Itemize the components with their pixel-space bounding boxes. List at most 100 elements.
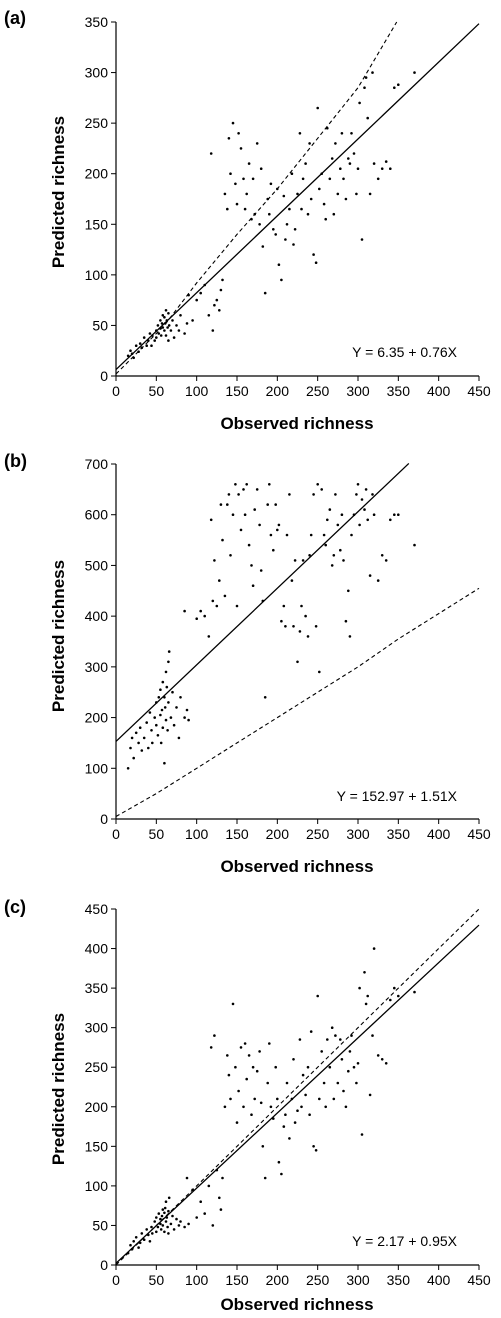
panel-a-data-point	[316, 106, 320, 110]
panel-a-data-point	[282, 194, 286, 198]
panel-a-data-point	[221, 278, 224, 282]
panel-b-data-point	[312, 493, 315, 496]
panel-b-data-point	[155, 723, 158, 727]
panel-b-data-point	[285, 533, 289, 537]
panel-c-data-point	[219, 1208, 223, 1211]
panel-b-data-point	[215, 604, 219, 608]
panel-c-data-point	[231, 1002, 235, 1006]
panel-b-data-point	[226, 503, 229, 506]
panel-a-data-point	[292, 243, 295, 246]
panel-c-data-point	[250, 1113, 253, 1116]
panel-c-data-point	[282, 1125, 286, 1128]
panel-b-data-point	[272, 548, 275, 552]
panel-b-data-point	[308, 554, 311, 557]
panel-a-data-point	[161, 314, 165, 317]
panel-a-data-point	[167, 339, 170, 342]
panel-b-data-point	[268, 483, 271, 486]
panel-c-data-point	[368, 1093, 372, 1097]
panel-a-data-point	[245, 192, 248, 196]
panel-b-data-point	[318, 670, 321, 674]
panel-b-data-point	[140, 749, 144, 752]
panel-c-y-tick-label: 150	[85, 1138, 109, 1154]
panel-a-data-point	[129, 349, 132, 353]
panel-a-data-point	[179, 314, 182, 317]
panel-a-data-point	[266, 197, 270, 201]
panel-c-y-tick-label: 100	[85, 1178, 109, 1194]
panel-c-y-axis-title: Predicted richness	[49, 1013, 68, 1165]
panel-c-x-tick-label: 300	[346, 1272, 370, 1288]
panel-a-data-point	[211, 329, 215, 332]
panel-c-reference-line	[115, 908, 480, 1266]
panel-a-data-point	[334, 142, 337, 145]
panel-a-data-point	[164, 309, 168, 312]
panel-c-data-point	[243, 1042, 247, 1045]
panel-a-data-point	[130, 352, 134, 356]
panel-b-data-point	[340, 513, 344, 516]
panel-b-data-point	[126, 767, 130, 770]
panel-a-data-point	[166, 326, 169, 329]
panel-a-data-point	[376, 177, 380, 181]
panel-b-data-point	[151, 741, 154, 745]
panel-c-data-point	[215, 1168, 219, 1172]
panel-c-data-point	[261, 1145, 265, 1148]
panel-b-data-point	[145, 721, 148, 724]
panel-c-data-point	[151, 1232, 154, 1235]
panel-a-data-point	[347, 157, 350, 160]
panel-a-data-point	[309, 197, 313, 201]
panel-b-data-point	[330, 564, 334, 567]
panel-a-data-point	[155, 336, 158, 339]
panel-c-data-point	[166, 1225, 169, 1229]
panel-b-data-point	[326, 518, 329, 522]
panel-c-data-point	[364, 1002, 368, 1006]
panel-c-data-point	[277, 1160, 281, 1164]
panel-a-data-point	[237, 132, 240, 135]
panel-a-data-point	[258, 223, 261, 226]
panel-a-data-point	[163, 329, 166, 332]
panel-b-data-point	[334, 493, 337, 496]
panel-a-data-point	[142, 336, 146, 339]
panel-c-data-point	[372, 947, 376, 950]
panel-c-data-point	[147, 1233, 150, 1237]
panel-a-data-point	[261, 245, 265, 248]
panel-b-x-tick-label: 150	[225, 826, 249, 842]
panel-b-data-point	[384, 559, 388, 562]
panel-a-data-point	[153, 339, 156, 342]
panel-a-data-point	[218, 309, 221, 312]
panel-c-data-point	[239, 1046, 243, 1049]
panel-a-data-point	[177, 329, 181, 332]
panel-b-x-tick-label: 200	[266, 826, 290, 842]
panel-c-data-point	[308, 1113, 311, 1116]
panel-b-data-point	[234, 483, 237, 486]
panel-a-data-point	[137, 350, 140, 354]
panel-a-data-point	[360, 238, 364, 241]
panel-c-data-point	[137, 1246, 140, 1249]
panel-b-data-point	[167, 701, 170, 704]
panel-b-data-point	[274, 503, 278, 506]
panel-c-data-point	[145, 1228, 148, 1231]
panel-b-data-point	[259, 569, 263, 572]
panel-a-data-point	[298, 132, 302, 135]
panel-b-data-point	[237, 493, 240, 496]
panel-c-data-point	[316, 994, 320, 998]
panel-a-reference-line	[115, 21, 398, 375]
panel-b-x-tick-label: 300	[346, 826, 370, 842]
panel-b-data-point	[147, 746, 150, 750]
panel-a-data-point	[156, 324, 160, 327]
panel-c-data-point	[148, 1240, 152, 1243]
panel-a-y-tick-label: 250	[85, 115, 109, 131]
panel-c-data-point	[255, 1069, 259, 1073]
panel-b-data-point	[336, 523, 340, 527]
panel-c-data-point	[258, 1050, 261, 1053]
panel-b-data-point	[339, 548, 342, 552]
panel-b-data-point	[132, 756, 135, 760]
panel-b-data-point	[218, 579, 221, 582]
panel-c-data-point	[356, 1062, 360, 1065]
panel-b-y-tick-label: 100	[85, 760, 109, 776]
panel-b-data-point	[164, 718, 168, 722]
panel-a-data-point	[213, 303, 216, 307]
panel-b-data-point	[150, 729, 153, 732]
panel-a-data-point	[348, 162, 352, 165]
panel-b-data-point	[235, 604, 239, 608]
panel-c-data-point	[164, 1200, 168, 1203]
panel-b-data-point	[413, 543, 416, 547]
